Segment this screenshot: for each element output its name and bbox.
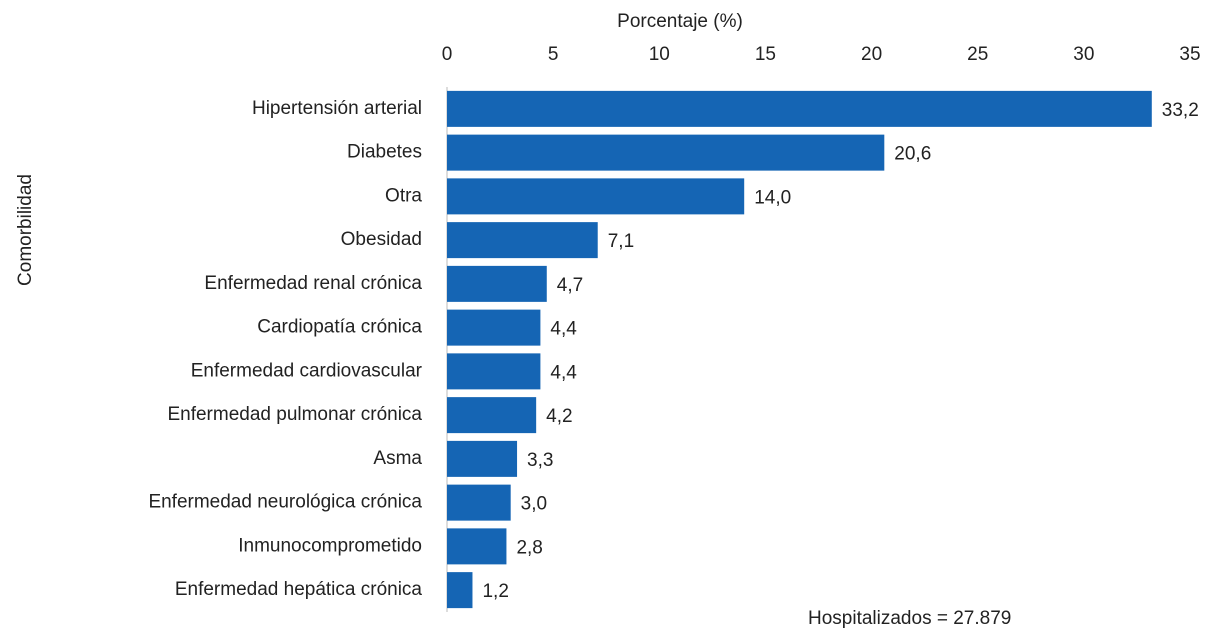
y-tick-label: Otra xyxy=(385,185,422,206)
value-label: 3,0 xyxy=(521,494,547,515)
bar xyxy=(447,178,745,215)
bar xyxy=(447,265,547,302)
value-label: 4,4 xyxy=(550,362,577,383)
value-label: 7,1 xyxy=(608,231,634,252)
y-tick-label: Cardiopatía crónica xyxy=(257,317,422,338)
x-axis-title: Porcentaje (%) xyxy=(617,11,743,32)
y-tick-label: Asma xyxy=(373,448,422,469)
bar xyxy=(447,397,537,434)
value-label: 1,2 xyxy=(482,581,508,602)
bar xyxy=(447,484,511,521)
bar xyxy=(447,90,1152,127)
x-tick-label: 0 xyxy=(442,44,453,65)
bar xyxy=(447,528,507,565)
x-tick-label: 35 xyxy=(1179,44,1200,65)
value-label: 4,7 xyxy=(557,275,583,296)
bar xyxy=(447,134,885,171)
bar xyxy=(447,440,518,477)
y-axis-title: Comorbilidad xyxy=(15,174,36,286)
bar xyxy=(447,222,598,259)
value-label: 4,2 xyxy=(546,406,572,427)
value-label: 2,8 xyxy=(516,537,542,558)
value-label: 20,6 xyxy=(894,144,931,165)
y-tick-label: Diabetes xyxy=(347,142,422,163)
y-tick-label: Enfermedad cardiovascular xyxy=(191,360,423,381)
x-tick-label: 15 xyxy=(755,44,776,65)
y-tick-label: Enfermedad neurológica crónica xyxy=(148,492,422,513)
value-label: 4,4 xyxy=(550,319,577,340)
x-tick-label: 20 xyxy=(861,44,882,65)
bar xyxy=(447,572,473,609)
bar xyxy=(447,309,541,346)
value-label: 14,0 xyxy=(754,187,791,208)
y-tick-label: Enfermedad renal crónica xyxy=(204,273,422,294)
x-tick-label: 5 xyxy=(548,44,559,65)
x-tick-label: 30 xyxy=(1073,44,1094,65)
value-label: 33,2 xyxy=(1162,100,1199,121)
x-tick-label: 25 xyxy=(967,44,988,65)
y-tick-label: Enfermedad pulmonar crónica xyxy=(167,404,422,425)
y-tick-label: Inmunocomprometido xyxy=(238,535,422,556)
bar xyxy=(447,353,541,390)
value-label: 3,3 xyxy=(527,450,553,471)
y-tick-label: Enfermedad hepática crónica xyxy=(175,579,423,600)
x-tick-label: 10 xyxy=(649,44,670,65)
annotation: Hospitalizados = 27.879 xyxy=(808,608,1011,629)
y-tick-label: Obesidad xyxy=(341,229,422,250)
y-tick-label: Hipertensión arterial xyxy=(252,98,422,119)
